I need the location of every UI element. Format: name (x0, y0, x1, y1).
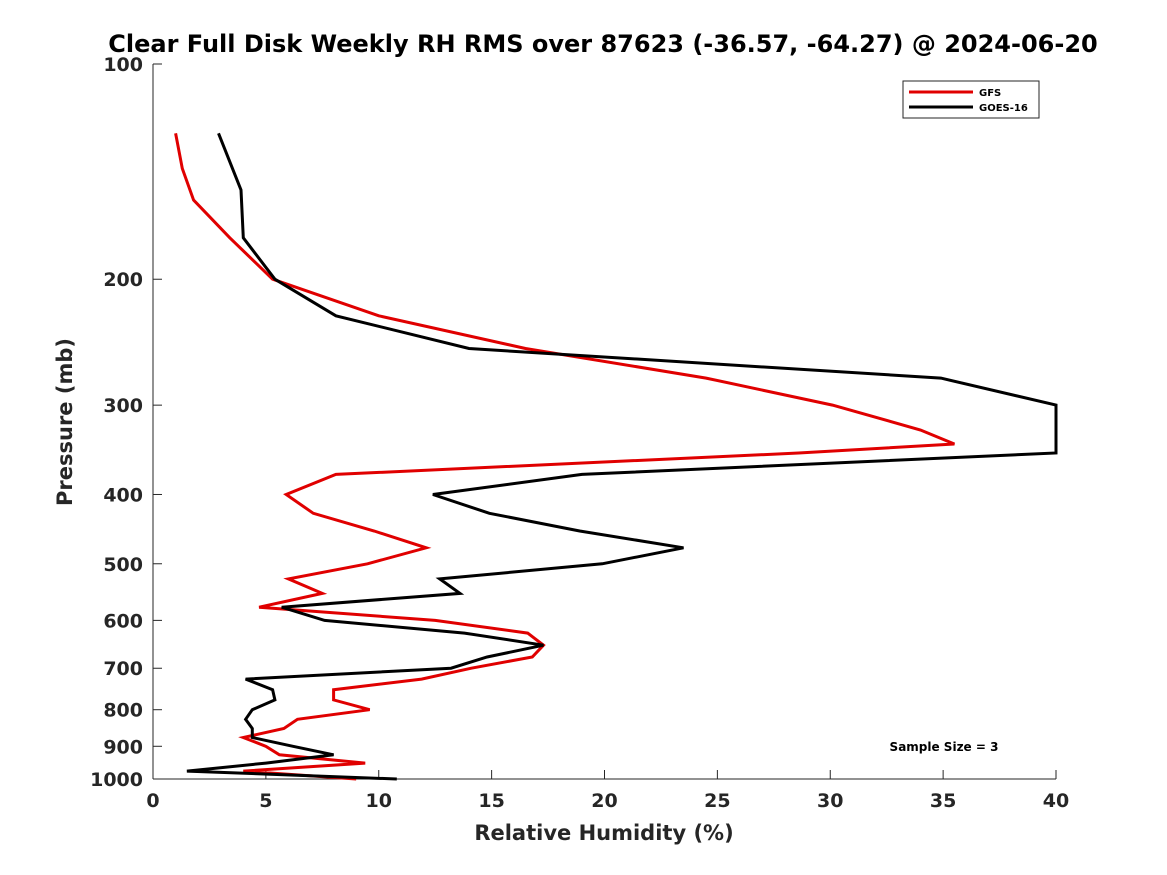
y-axis-label: Pressure (mb) (53, 338, 77, 506)
y-tick-label: 800 (103, 700, 143, 722)
chart-title: Clear Full Disk Weekly RH RMS over 87623… (108, 30, 1097, 58)
y-tick-label: 200 (103, 269, 143, 291)
x-tick-label: 15 (478, 790, 504, 812)
y-tick-label: 700 (103, 658, 143, 680)
series-layer (174, 132, 1058, 781)
y-tick-label: 1000 (90, 769, 143, 791)
x-tick-label: 40 (1043, 790, 1069, 812)
x-axis-label: Relative Humidity (%) (474, 821, 733, 845)
y-tick-label: 300 (103, 395, 143, 417)
x-tick-label: 20 (591, 790, 617, 812)
legend-label-gfs: GFS (979, 88, 1001, 99)
series-line-goes-16 (186, 132, 1058, 781)
x-tick-label: 10 (366, 790, 392, 812)
plot-area (152, 64, 1056, 780)
y-tick-label: 100 (103, 54, 143, 76)
x-tick-label: 5 (259, 790, 272, 812)
y-tick-label: 500 (103, 554, 143, 576)
sample-size-annotation: Sample Size = 3 (890, 740, 999, 754)
legend-box (902, 80, 1040, 119)
x-tick-label: 30 (817, 790, 843, 812)
y-axis-ticks: 100 200 300 400 500 600 700 800 900 1000 (90, 54, 162, 791)
x-tick-label: 35 (930, 790, 956, 812)
legend: GFS GOES-16 (902, 80, 1040, 119)
series-line-gfs (174, 133, 955, 781)
x-tick-label: 0 (146, 790, 159, 812)
x-tick-label: 25 (704, 790, 730, 812)
y-tick-label: 400 (103, 484, 143, 506)
y-tick-label: 600 (103, 610, 143, 632)
y-tick-label: 900 (103, 736, 143, 758)
legend-label-goes-16: GOES-16 (979, 103, 1028, 114)
x-axis-ticks: 0 5 10 15 20 25 30 35 40 (146, 770, 1069, 812)
